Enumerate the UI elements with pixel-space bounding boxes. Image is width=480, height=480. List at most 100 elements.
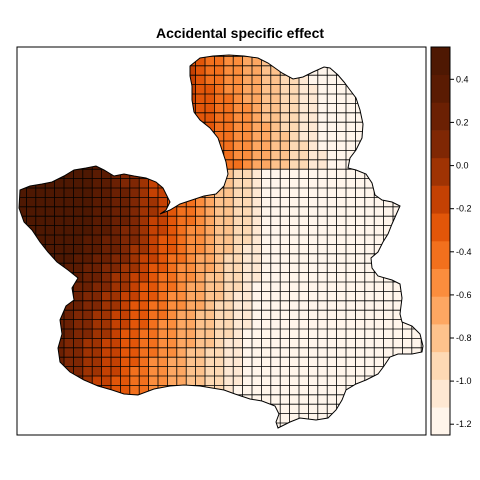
heatmap-cell — [120, 55, 130, 57]
heatmap-cell — [299, 329, 309, 339]
heatmap-cell — [261, 319, 271, 330]
heatmap-cell — [374, 103, 384, 113]
heatmap-cell — [364, 188, 375, 198]
heatmap-cell — [92, 423, 102, 428]
heatmap-cell — [26, 413, 36, 424]
heatmap-cell — [129, 122, 140, 132]
heatmap-cell — [280, 291, 290, 301]
heatmap-cell — [233, 253, 243, 264]
heatmap-cell — [270, 291, 281, 301]
heatmap-cell — [176, 169, 187, 179]
heatmap-cell — [19, 319, 27, 330]
heatmap-cell — [19, 56, 27, 66]
heatmap-cell — [280, 103, 290, 113]
heatmap-cell — [148, 225, 159, 236]
heatmap-cell — [374, 150, 384, 160]
heatmap-cell — [223, 131, 234, 142]
heatmap-cell — [261, 263, 271, 273]
heatmap-cell — [252, 216, 262, 226]
heatmap-cell — [346, 56, 356, 66]
heatmap-cell — [317, 329, 328, 339]
heatmap-cell — [214, 282, 224, 292]
heatmap-cell — [214, 253, 224, 264]
heatmap-cell — [252, 122, 262, 132]
heatmap-cell — [120, 413, 130, 424]
heatmap-cell — [289, 94, 300, 104]
heatmap-cell — [336, 169, 347, 179]
heatmap-cell — [346, 159, 356, 170]
heatmap-cell — [280, 150, 290, 160]
heatmap-cell — [120, 432, 130, 442]
heatmap-cell — [129, 263, 140, 273]
heatmap-cell — [242, 263, 253, 273]
heatmap-cell — [205, 65, 215, 76]
heatmap-cell — [176, 357, 187, 367]
heatmap-cell — [186, 244, 196, 254]
heatmap-cell — [82, 197, 93, 207]
heatmap-cell — [129, 112, 140, 123]
heatmap-cell — [242, 103, 253, 113]
heatmap-cell — [186, 291, 196, 301]
heatmap-cell — [129, 272, 140, 283]
heatmap-cell — [280, 141, 290, 151]
heatmap-cell — [411, 225, 422, 236]
heatmap-cell — [270, 216, 281, 226]
heatmap-cell — [261, 347, 271, 358]
heatmap-cell — [383, 131, 394, 142]
heatmap-cell — [129, 197, 140, 207]
heatmap-cell — [101, 319, 112, 330]
heatmap-cell — [374, 366, 384, 377]
heatmap-cell — [92, 150, 102, 160]
heatmap-cell — [242, 75, 253, 85]
heatmap-cell — [205, 347, 215, 358]
heatmap-cell — [26, 122, 36, 132]
heatmap-cell — [393, 65, 403, 76]
heatmap-cell — [120, 357, 130, 367]
heatmap-cell — [92, 235, 102, 245]
heatmap-cell — [289, 55, 300, 57]
heatmap-cell — [383, 206, 394, 217]
heatmap-cell — [167, 310, 177, 320]
heatmap-cell — [280, 84, 290, 95]
heatmap-cell — [261, 94, 271, 104]
heatmap-cell — [101, 385, 112, 395]
heatmap-cell — [411, 112, 422, 123]
heatmap-cell — [317, 159, 328, 170]
heatmap-cell — [158, 300, 168, 311]
heatmap-cell — [242, 404, 253, 414]
heatmap-cell — [195, 94, 206, 104]
heatmap-cell — [280, 338, 290, 348]
heatmap-cell — [54, 366, 65, 377]
heatmap-cell — [82, 291, 93, 301]
heatmap-cell — [261, 423, 271, 428]
heatmap-cell — [35, 347, 46, 358]
heatmap-cell — [186, 141, 196, 151]
heatmap-cell — [270, 169, 281, 179]
heatmap-cell — [383, 423, 394, 428]
heatmap-cell — [195, 347, 206, 358]
heatmap-cell — [402, 310, 412, 320]
heatmap-cell — [270, 310, 281, 320]
heatmap-cell — [111, 394, 121, 405]
heatmap-cell — [317, 94, 328, 104]
heatmap-cell — [195, 272, 206, 283]
heatmap-cell — [299, 357, 309, 367]
heatmap-cell — [346, 291, 356, 301]
heatmap-cell — [111, 404, 121, 414]
heatmap-cell — [261, 366, 271, 377]
heatmap-cell — [17, 432, 27, 442]
heatmap-cell — [205, 159, 215, 170]
heatmap-cell — [205, 56, 215, 66]
heatmap-cell — [308, 394, 318, 405]
heatmap-cell — [129, 150, 140, 160]
heatmap-cell — [195, 55, 206, 57]
heatmap-cell — [308, 357, 318, 367]
heatmap-cell — [205, 376, 215, 386]
heatmap-cell — [261, 84, 271, 95]
heatmap-cell — [111, 206, 121, 217]
heatmap-cell — [383, 225, 394, 236]
heatmap-cell — [233, 244, 243, 254]
heatmap-cell — [299, 385, 309, 395]
heatmap-cell — [129, 404, 140, 414]
heatmap-cell — [233, 206, 243, 217]
